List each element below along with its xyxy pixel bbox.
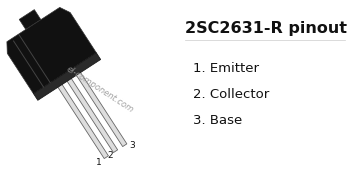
Text: 2SC2631-R pinout: 2SC2631-R pinout — [185, 20, 347, 36]
Text: 3: 3 — [129, 141, 135, 150]
Text: 1: 1 — [97, 158, 102, 167]
Polygon shape — [66, 77, 118, 153]
Polygon shape — [7, 7, 96, 94]
Polygon shape — [19, 10, 41, 29]
Text: 2. Collector: 2. Collector — [193, 87, 269, 100]
Polygon shape — [34, 53, 101, 100]
Text: el-component.com: el-component.com — [65, 65, 135, 115]
Text: 3. Base: 3. Base — [193, 114, 242, 127]
Polygon shape — [57, 83, 108, 159]
Text: 2: 2 — [108, 151, 113, 160]
Polygon shape — [75, 71, 127, 147]
Text: 1. Emitter: 1. Emitter — [193, 61, 259, 74]
